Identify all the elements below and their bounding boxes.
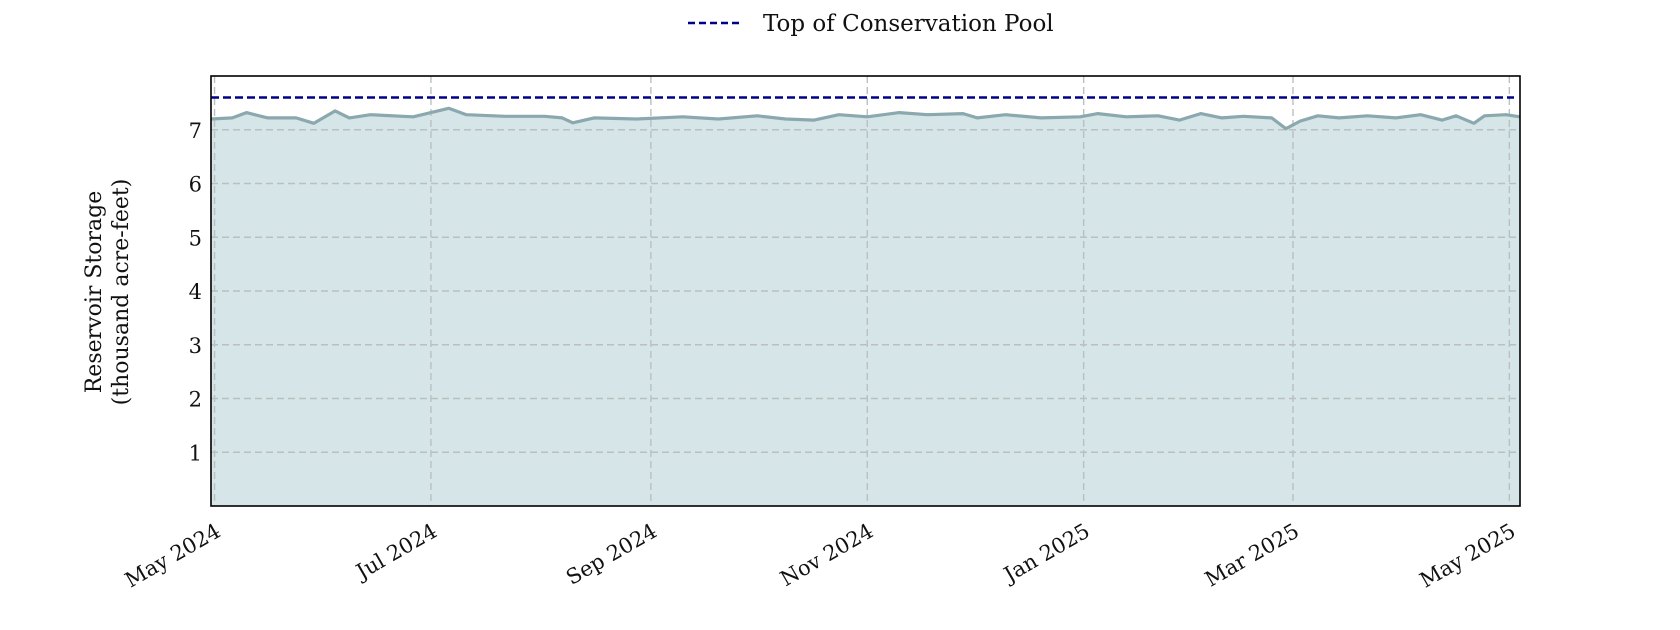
y-tick-label: 5 bbox=[189, 226, 202, 250]
y-tick-label: 6 bbox=[189, 173, 202, 197]
grid bbox=[211, 76, 1520, 506]
x-tick-label: Jan 2025 bbox=[998, 519, 1094, 588]
y-axis: 1 2 3 4 5 6 7 bbox=[189, 119, 202, 466]
storage-line bbox=[210, 106, 1521, 131]
x-tick-label: May 2024 bbox=[121, 519, 225, 593]
legend-label-conservation-pool: Top of Conservation Pool bbox=[763, 11, 1054, 37]
plot-frame bbox=[210, 75, 1521, 507]
x-tick-label: Nov 2024 bbox=[776, 519, 877, 591]
y-axis-label-line-1: Reservoir Storage bbox=[82, 191, 107, 394]
y-tick-label: 3 bbox=[189, 334, 202, 358]
x-axis: May 2024 Jul 2024 Sep 2024 Nov 2024 Jan 2025… bbox=[121, 519, 1520, 593]
x-tick-label: Jul 2024 bbox=[350, 519, 441, 585]
y-tick-label: 7 bbox=[189, 119, 202, 143]
y-axis-label-line-2: (thousand acre-feet) bbox=[109, 179, 134, 406]
x-tick-label: May 2025 bbox=[1416, 519, 1520, 593]
x-tick-label: Mar 2025 bbox=[1201, 519, 1303, 592]
y-tick-label: 4 bbox=[189, 280, 202, 304]
storage-area-fill bbox=[211, 108, 1520, 507]
y-tick-label: 2 bbox=[189, 388, 202, 412]
y-axis-label: Reservoir Storage (thousand acre-feet) bbox=[82, 179, 134, 406]
legend: Top of Conservation Pool bbox=[688, 11, 1054, 37]
y-tick-label: 1 bbox=[189, 441, 202, 465]
x-tick-label: Sep 2024 bbox=[562, 519, 661, 590]
